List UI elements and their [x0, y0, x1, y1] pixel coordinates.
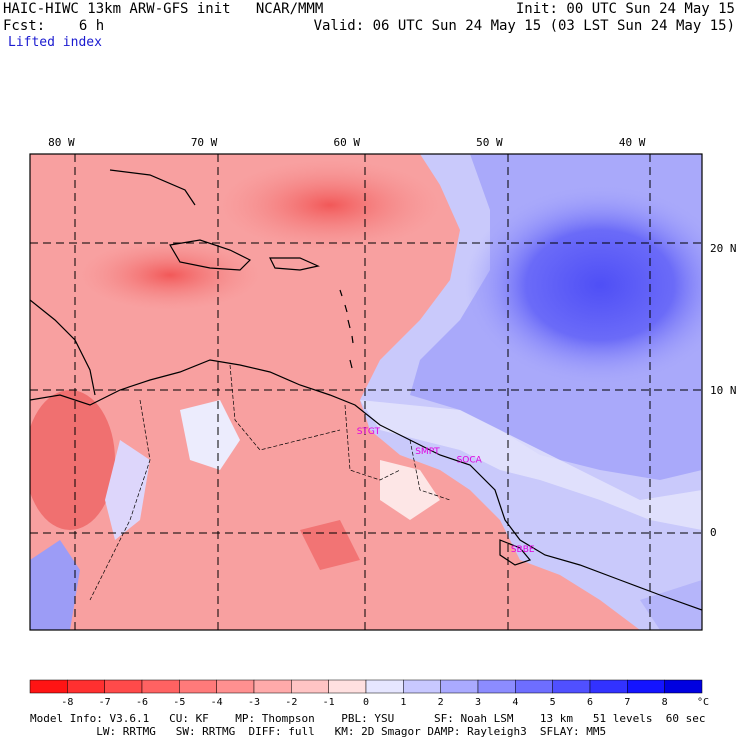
- lon-label: 80 W: [48, 136, 75, 149]
- forecast-hour: Fcst: 6 h: [3, 18, 105, 34]
- colorbar-tick-label: -3: [248, 697, 260, 708]
- colorbar-unit: °C: [697, 697, 709, 708]
- colorbar-swatch: [104, 679, 143, 694]
- colorbar-swatch: [179, 679, 217, 694]
- colorbar-tick-label: -4: [211, 697, 223, 708]
- colorbar-tick-label: -2: [285, 697, 297, 708]
- footer-model-info: Model Info: V3.6.1 CU: KF MP: Thompson P…: [30, 712, 706, 725]
- colorbar-swatch: [141, 679, 180, 694]
- colorbar-tick-label: -6: [136, 697, 148, 708]
- colorbar-tick-label: 2: [438, 697, 444, 708]
- colorbar-tick-label: 1: [400, 697, 406, 708]
- lon-label: 70 W: [191, 136, 218, 149]
- lat-label: 0: [710, 526, 717, 539]
- colorbar: -8 -7 -6 -5 -4 -3 -2 -1 0 1 2 3 4 5 6 7 8: [29, 679, 703, 708]
- station-label: SBBE: [511, 545, 535, 555]
- colorbar-swatch: [477, 679, 516, 694]
- station-label: SMPT: [415, 447, 440, 457]
- colorbar-swatch: [552, 679, 591, 694]
- colorbar-swatch: [328, 679, 367, 694]
- colorbar-swatch: [589, 679, 628, 694]
- colorbar-tick-label: 5: [550, 697, 556, 708]
- colorbar-swatch: [67, 679, 105, 694]
- colorbar-swatch: [253, 679, 292, 694]
- colorbar-swatch: [627, 679, 665, 694]
- lon-label: 60 W: [333, 136, 360, 149]
- colorbar-swatch: [29, 679, 68, 694]
- colorbar-tick-label: 7: [624, 697, 630, 708]
- colorbar-swatch: [515, 679, 553, 694]
- lon-label: 40 W: [619, 136, 646, 149]
- footer-physics-info: LW: RRTMG SW: RRTMG DIFF: full KM: 2D Sm…: [30, 725, 607, 738]
- colorbar-tick-label: -1: [323, 697, 335, 708]
- field-name: Lifted index: [8, 35, 102, 50]
- station-label: SOCA: [457, 455, 483, 465]
- map-frame: [29, 153, 703, 631]
- station-label: STGT: [357, 427, 381, 437]
- lon-label: 50 W: [476, 136, 503, 149]
- model-title: HAIC-HIWC 13km ARW-GFS init NCAR/MMM: [3, 1, 324, 17]
- valid-time: Valid: 06 UTC Sun 24 May 15 (03 LST Sun …: [313, 18, 735, 34]
- colorbar-swatch: [664, 679, 703, 694]
- colorbar-tick-label: 3: [475, 697, 481, 708]
- borders: [89, 364, 451, 601]
- lat-lon-grid: [30, 154, 702, 630]
- colorbar-tick-label: 4: [512, 697, 518, 708]
- lat-label: 20 N: [710, 242, 737, 255]
- colorbar-tick-label: 8: [662, 697, 668, 708]
- colorbar-tick-label: -7: [99, 697, 111, 708]
- colorbar-swatch: [403, 679, 441, 694]
- shaded-field: [30, 154, 702, 630]
- colorbar-tick-label: -5: [173, 697, 185, 708]
- colorbar-tick-label: 0: [363, 697, 369, 708]
- colorbar-swatch: [291, 679, 329, 694]
- lat-label: 10 N: [710, 384, 737, 397]
- init-time: Init: 00 UTC Sun 24 May 15: [515, 1, 735, 17]
- colorbar-swatch: [365, 679, 404, 694]
- colorbar-swatch: [216, 679, 255, 694]
- colorbar-tick-label: -8: [61, 697, 73, 708]
- colorbar-swatch: [440, 679, 479, 694]
- colorbar-tick-label: 6: [587, 697, 593, 708]
